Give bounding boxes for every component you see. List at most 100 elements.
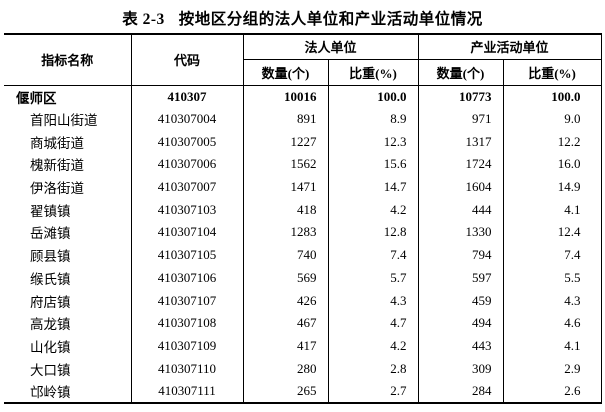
cell-legal-qty: 891 (243, 107, 329, 131)
page-title: 表 2-3 按地区分组的法人单位和产业活动单位情况 (0, 0, 605, 33)
cell-name: 商城街道 (4, 130, 132, 154)
table-row: 商城街道 410307005 1227 12.3 1317 12.2 (4, 130, 602, 154)
cell-code: 410307110 (131, 357, 244, 380)
cell-legal-pct: 4.3 (328, 289, 419, 312)
cell-legal-pct: 4.2 (328, 334, 419, 358)
header-legal-units-group: 法人单位 (243, 34, 419, 60)
cell-act-qty: 309 (418, 357, 504, 380)
cell-code: 410307109 (131, 334, 244, 358)
cell-legal-qty: 265 (243, 379, 329, 403)
cell-legal-pct: 2.8 (328, 357, 419, 380)
cell-legal-qty: 1283 (243, 221, 329, 244)
cell-act-pct: 2.9 (503, 357, 602, 380)
header-industry-proportion: 比重(%) (503, 59, 602, 86)
cell-act-qty: 1317 (418, 130, 504, 154)
cell-act-qty: 459 (418, 289, 504, 312)
header-legal-quantity: 数量(个) (243, 59, 329, 86)
cell-name: 府店镇 (4, 289, 132, 312)
cell-code: 410307105 (131, 243, 244, 267)
cell-act-qty: 444 (418, 198, 504, 222)
cell-legal-pct: 14.7 (328, 175, 419, 199)
header-code: 代码 (131, 34, 244, 86)
table-row: 伊洛街道 410307007 1471 14.7 1604 14.9 (4, 175, 602, 199)
cell-act-pct: 14.9 (503, 175, 602, 199)
cell-act-pct: 16.0 (503, 153, 602, 176)
cell-act-pct: 4.3 (503, 289, 602, 312)
header-indicator-name: 指标名称 (4, 34, 132, 86)
header-industry-quantity: 数量(个) (418, 59, 504, 86)
cell-act-qty: 1724 (418, 153, 504, 176)
cell-name: 缑氏镇 (4, 266, 132, 290)
table-row: 槐新街道 410307006 1562 15.6 1724 16.0 (4, 153, 602, 176)
cell-act-qty: 1604 (418, 175, 504, 199)
cell-legal-pct: 4.2 (328, 198, 419, 222)
table-row: 岳滩镇 410307104 1283 12.8 1330 12.4 (4, 221, 602, 244)
cell-legal-pct: 8.9 (328, 107, 419, 131)
statistics-table: 指标名称 代码 法人单位 产业活动单位 数量(个) 比重(%) 数量(个) 比重… (4, 33, 602, 404)
table-row-total: 偃师区 410307 10016 100.0 10773 100.0 (4, 85, 602, 108)
table-body: 偃师区 410307 10016 100.0 10773 100.0 首阳山街道 410307… (4, 85, 602, 403)
cell-act-qty: 10773 (418, 85, 504, 108)
cell-code: 410307107 (131, 289, 244, 312)
table-row: 缑氏镇 410307106 569 5.7 597 5.5 (4, 266, 602, 290)
cell-legal-qty: 569 (243, 266, 329, 290)
header-industry-units-group: 产业活动单位 (418, 34, 602, 60)
cell-act-qty: 597 (418, 266, 504, 290)
cell-act-qty: 443 (418, 334, 504, 358)
table-row: 山化镇 410307109 417 4.2 443 4.1 (4, 334, 602, 358)
cell-code: 410307103 (131, 198, 244, 222)
table-header: 指标名称 代码 法人单位 产业活动单位 数量(个) 比重(%) 数量(个) 比重… (4, 34, 602, 86)
cell-act-qty: 1330 (418, 221, 504, 244)
cell-legal-pct: 12.3 (328, 130, 419, 154)
cell-legal-pct: 2.7 (328, 379, 419, 403)
cell-code: 410307005 (131, 130, 244, 154)
table-row: 府店镇 410307107 426 4.3 459 4.3 (4, 289, 602, 312)
cell-legal-qty: 418 (243, 198, 329, 222)
cell-legal-qty: 280 (243, 357, 329, 380)
cell-act-pct: 9.0 (503, 107, 602, 131)
cell-legal-qty: 467 (243, 311, 329, 335)
cell-code: 410307104 (131, 221, 244, 244)
cell-name: 偃师区 (4, 85, 132, 108)
cell-name: 槐新街道 (4, 153, 132, 176)
cell-act-pct: 4.1 (503, 198, 602, 222)
cell-name: 邙岭镇 (4, 379, 132, 403)
cell-act-pct: 12.4 (503, 221, 602, 244)
cell-code: 410307004 (131, 107, 244, 131)
cell-name: 顾县镇 (4, 243, 132, 267)
cell-act-pct: 4.1 (503, 334, 602, 358)
table-row: 高龙镇 410307108 467 4.7 494 4.6 (4, 311, 602, 335)
cell-act-pct: 4.6 (503, 311, 602, 335)
cell-act-qty: 494 (418, 311, 504, 335)
cell-code: 410307 (131, 85, 244, 108)
cell-act-pct: 5.5 (503, 266, 602, 290)
cell-code: 410307106 (131, 266, 244, 290)
table-row: 翟镇镇 410307103 418 4.2 444 4.1 (4, 198, 602, 222)
table-row: 顾县镇 410307105 740 7.4 794 7.4 (4, 243, 602, 267)
table-title-text: 按地区分组的法人单位和产业活动单位情况 (178, 11, 483, 28)
cell-legal-pct: 5.7 (328, 266, 419, 290)
table-row: 邙岭镇 410307111 265 2.7 284 2.6 (4, 379, 602, 403)
cell-legal-qty: 417 (243, 334, 329, 358)
cell-legal-qty: 1471 (243, 175, 329, 199)
cell-legal-qty: 740 (243, 243, 329, 267)
cell-legal-pct: 15.6 (328, 153, 419, 176)
cell-legal-pct: 12.8 (328, 221, 419, 244)
cell-legal-qty: 1227 (243, 130, 329, 154)
cell-name: 岳滩镇 (4, 221, 132, 244)
header-legal-proportion: 比重(%) (328, 59, 419, 86)
cell-name: 首阳山街道 (4, 107, 132, 131)
cell-legal-qty: 426 (243, 289, 329, 312)
cell-name: 大口镇 (4, 357, 132, 380)
cell-name: 伊洛街道 (4, 175, 132, 199)
cell-act-qty: 794 (418, 243, 504, 267)
cell-code: 410307006 (131, 153, 244, 176)
table-row: 大口镇 410307110 280 2.8 309 2.9 (4, 357, 602, 380)
cell-legal-qty: 1562 (243, 153, 329, 176)
cell-name: 翟镇镇 (4, 198, 132, 222)
cell-act-qty: 971 (418, 107, 504, 131)
cell-legal-pct: 4.7 (328, 311, 419, 335)
cell-name: 高龙镇 (4, 311, 132, 335)
cell-legal-pct: 100.0 (328, 85, 419, 108)
